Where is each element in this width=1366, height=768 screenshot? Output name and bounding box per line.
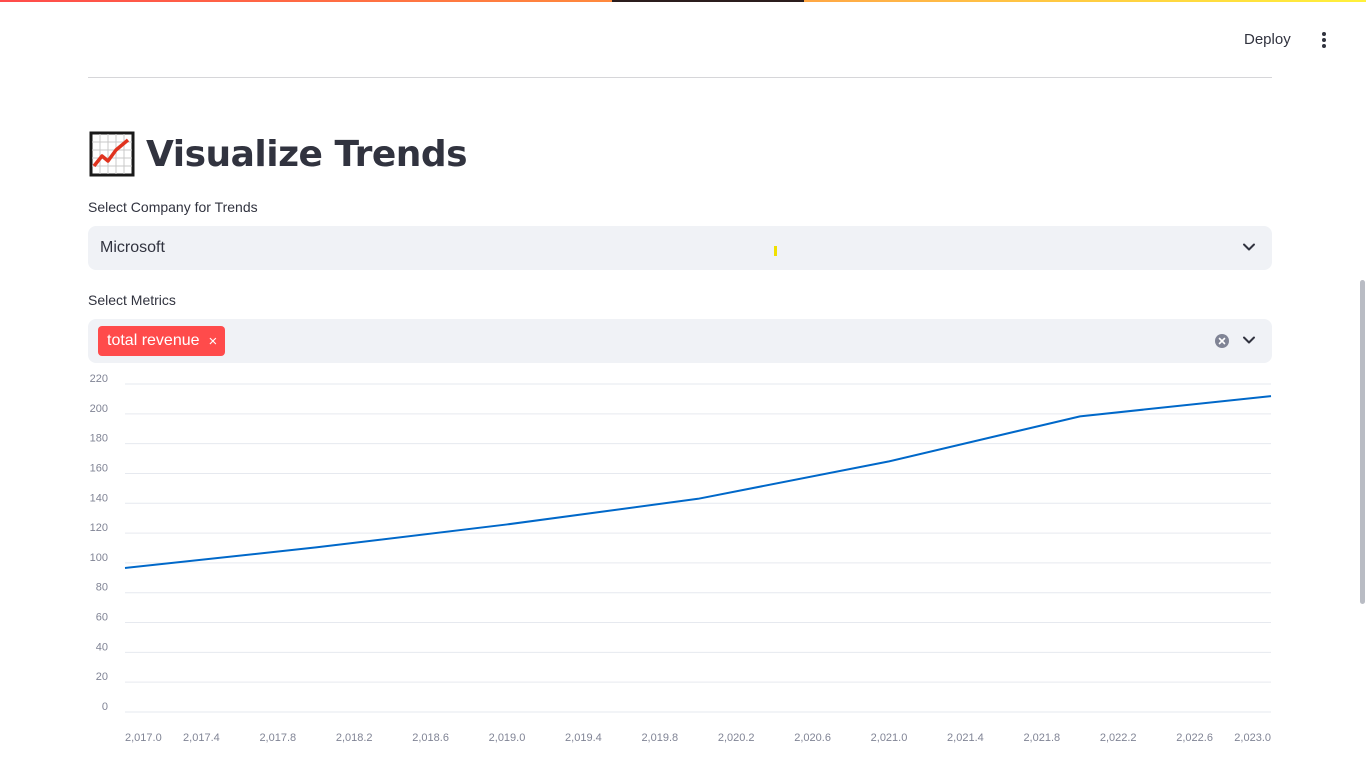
y-tick-label: 200 xyxy=(90,403,108,415)
chart-series xyxy=(122,393,1274,571)
y-tick-label: 160 xyxy=(90,462,108,474)
x-tick-label: 2,017.8 xyxy=(259,732,296,744)
running-indicator xyxy=(612,0,804,2)
y-tick-label: 20 xyxy=(96,671,108,683)
mouse-cursor-marker xyxy=(774,246,777,256)
x-tick-label: 2,019.4 xyxy=(565,732,602,744)
data-point[interactable] xyxy=(122,565,128,571)
x-tick-label: 2,020.6 xyxy=(794,732,831,744)
x-tick-label: 2,019.8 xyxy=(641,732,678,744)
deploy-button[interactable]: Deploy xyxy=(1244,31,1291,48)
data-point[interactable] xyxy=(313,544,319,550)
x-tick-label: 2,023.0 xyxy=(1234,732,1271,744)
x-tick-label: 2,020.2 xyxy=(718,732,755,744)
metric-tag-total-revenue: total revenue × xyxy=(98,326,226,356)
remove-tag-icon[interactable]: × xyxy=(208,332,218,350)
chart-grid xyxy=(125,383,1271,713)
chevron-down-icon[interactable] xyxy=(1240,238,1258,256)
data-point[interactable] xyxy=(695,496,701,502)
y-tick-label: 120 xyxy=(90,522,108,534)
x-tick-label: 2,017.0 xyxy=(125,732,162,744)
chart-increasing-icon xyxy=(89,131,135,177)
company-select-value: Microsoft xyxy=(100,239,165,256)
kebab-menu-icon[interactable] xyxy=(1314,28,1334,52)
x-tick-label: 2,021.0 xyxy=(871,732,908,744)
data-point[interactable] xyxy=(504,521,510,527)
x-tick-label: 2,017.4 xyxy=(183,732,220,744)
y-tick-label: 40 xyxy=(96,641,108,653)
y-tick-label: 180 xyxy=(90,433,108,445)
metrics-select-label: Select Metrics xyxy=(88,292,176,308)
x-tick-label: 2,019.0 xyxy=(489,732,526,744)
page-title-text: Visualize Trends xyxy=(146,133,468,175)
x-tick-label: 2,018.6 xyxy=(412,732,449,744)
page-title: Visualize Trends xyxy=(88,128,468,180)
chevron-down-icon[interactable] xyxy=(1240,331,1258,349)
page-scrollbar[interactable] xyxy=(1360,280,1365,604)
y-tick-label: 80 xyxy=(96,582,108,594)
y-tick-label: 60 xyxy=(96,612,108,624)
data-point[interactable] xyxy=(1077,413,1083,419)
x-tick-label: 2,018.2 xyxy=(336,732,373,744)
data-point[interactable] xyxy=(1268,393,1274,399)
metric-tag-label: total revenue xyxy=(107,332,200,349)
clear-all-icon[interactable] xyxy=(1214,333,1230,349)
x-tick-label: 2,021.4 xyxy=(947,732,984,744)
series-line-0[interactable] xyxy=(124,395,1272,569)
y-tick-label: 140 xyxy=(90,492,108,504)
data-point[interactable] xyxy=(886,458,892,464)
x-tick-label: 2,021.8 xyxy=(1023,732,1060,744)
y-tick-label: 100 xyxy=(90,552,108,564)
metrics-multiselect[interactable]: total revenue × xyxy=(88,319,1272,363)
company-select[interactable]: Microsoft xyxy=(88,226,1272,270)
header-divider xyxy=(88,77,1272,78)
x-tick-label: 2,022.6 xyxy=(1176,732,1213,744)
company-select-label: Select Company for Trends xyxy=(88,199,258,215)
x-axis-ticks: 2,017.0 2,017.4 2,017.8 2,018.2 2,018.6 2,019… xyxy=(125,732,1271,744)
y-tick-label: 0 xyxy=(102,701,108,713)
y-tick-label: 220 xyxy=(90,374,108,385)
x-tick-label: 2,022.2 xyxy=(1100,732,1137,744)
app-header: Deploy xyxy=(0,0,1366,78)
y-axis-ticks: 0 20 40 60 80 100 120 140 160 180 200 220 xyxy=(90,374,108,713)
